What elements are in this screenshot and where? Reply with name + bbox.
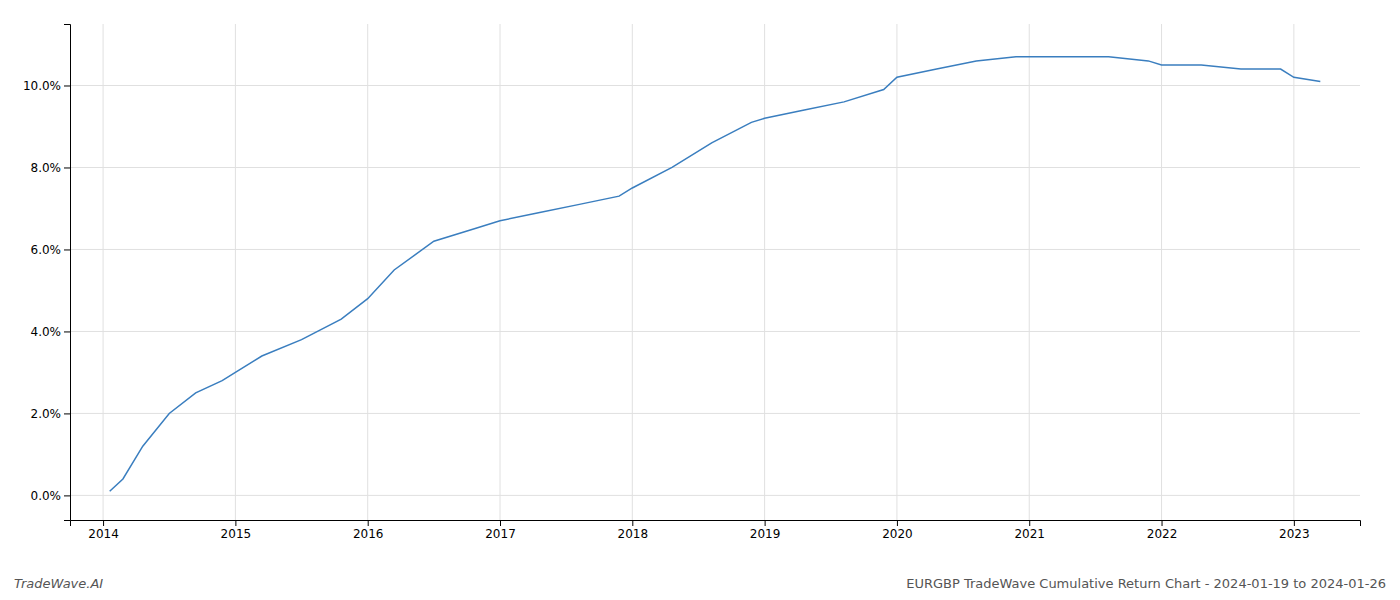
y-axis: 0.0% 2.0% 4.0% 6.0% 8.0% 10.0% xyxy=(23,25,71,521)
tick-mark xyxy=(897,520,898,526)
tick-mark xyxy=(64,85,70,86)
tick-mark xyxy=(235,520,236,526)
grid-line xyxy=(235,24,236,520)
grid-line xyxy=(367,24,368,520)
footer-right: EURGBP TradeWave Cumulative Return Chart… xyxy=(906,576,1386,591)
x-tick: 2023 xyxy=(1279,520,1310,541)
grid-line xyxy=(764,24,765,520)
x-tick: 2018 xyxy=(618,520,649,541)
plot: 2014 2015 2016 2017 2018 2019 2020 2021 2022 2023… xyxy=(23,24,1361,541)
tick-label: 2020 xyxy=(882,527,913,541)
x-tick: 2017 xyxy=(485,520,516,541)
tick-mark xyxy=(103,520,104,526)
grid-line xyxy=(70,85,1360,86)
tick-label: 6.0% xyxy=(31,243,62,257)
marks xyxy=(110,57,1321,492)
chart: 2014 2015 2016 2017 2018 2019 2020 2021 2022 2023… xyxy=(0,0,1400,600)
grid-line xyxy=(500,24,501,520)
tick-label: 4.0% xyxy=(31,325,62,339)
tick-mark xyxy=(632,520,633,526)
tick-label: 0.0% xyxy=(31,489,62,503)
tick-label: 10.0% xyxy=(23,79,61,93)
tick-mark xyxy=(368,520,369,526)
x-axis: 2014 2015 2016 2017 2018 2019 2020 2021 2022 2023 xyxy=(71,520,1361,541)
tick-mark xyxy=(64,495,70,496)
grid-line xyxy=(70,413,1360,414)
grid-line xyxy=(632,24,633,520)
grid-line xyxy=(1029,24,1030,520)
x-tick: 2014 xyxy=(88,520,119,541)
tick-mark xyxy=(765,520,766,526)
footer-left: TradeWave.AI xyxy=(14,576,103,591)
y-tick: 8.0% xyxy=(31,161,71,175)
tick-label: 2019 xyxy=(750,527,781,541)
tick-label: 2016 xyxy=(353,527,384,541)
tick-mark xyxy=(64,167,70,168)
x-tick: 2015 xyxy=(221,520,252,541)
tick-label: 2018 xyxy=(618,527,649,541)
grid xyxy=(70,24,1360,520)
x-tick: 2022 xyxy=(1147,520,1178,541)
grid-line xyxy=(896,24,897,520)
tick-label: 2017 xyxy=(485,527,516,541)
tick-label: 2.0% xyxy=(31,407,62,421)
grid-line xyxy=(1293,24,1294,520)
tick-label: 2022 xyxy=(1147,527,1178,541)
axis-line xyxy=(64,25,71,521)
axis-line xyxy=(71,521,1361,527)
y-tick: 4.0% xyxy=(31,325,71,339)
tick-label: 2014 xyxy=(88,527,119,541)
tick-label: 2015 xyxy=(221,527,252,541)
tick-mark xyxy=(64,249,70,250)
tick-label: 2023 xyxy=(1279,527,1310,541)
y-tick: 0.0% xyxy=(31,489,71,503)
y-tick: 2.0% xyxy=(31,407,71,421)
y-tick: 6.0% xyxy=(31,243,71,257)
tick-mark xyxy=(1294,520,1295,526)
tick-label: 8.0% xyxy=(31,161,62,175)
grid-line xyxy=(70,167,1360,168)
grid-line xyxy=(103,24,104,520)
grid-line xyxy=(70,495,1360,496)
tick-mark xyxy=(500,520,501,526)
tick-mark xyxy=(1029,520,1030,526)
grid-line xyxy=(1161,24,1162,520)
tick-mark xyxy=(64,413,70,414)
tick-label: 2021 xyxy=(1014,527,1045,541)
x-tick: 2019 xyxy=(750,520,781,541)
x-tick: 2016 xyxy=(353,520,384,541)
y-tick: 10.0% xyxy=(23,79,70,93)
grid-line xyxy=(70,249,1360,250)
x-tick: 2020 xyxy=(882,520,913,541)
line xyxy=(110,57,1321,492)
tick-mark xyxy=(1162,520,1163,526)
x-tick: 2021 xyxy=(1014,520,1045,541)
tick-mark xyxy=(64,331,70,332)
grid-line xyxy=(70,331,1360,332)
